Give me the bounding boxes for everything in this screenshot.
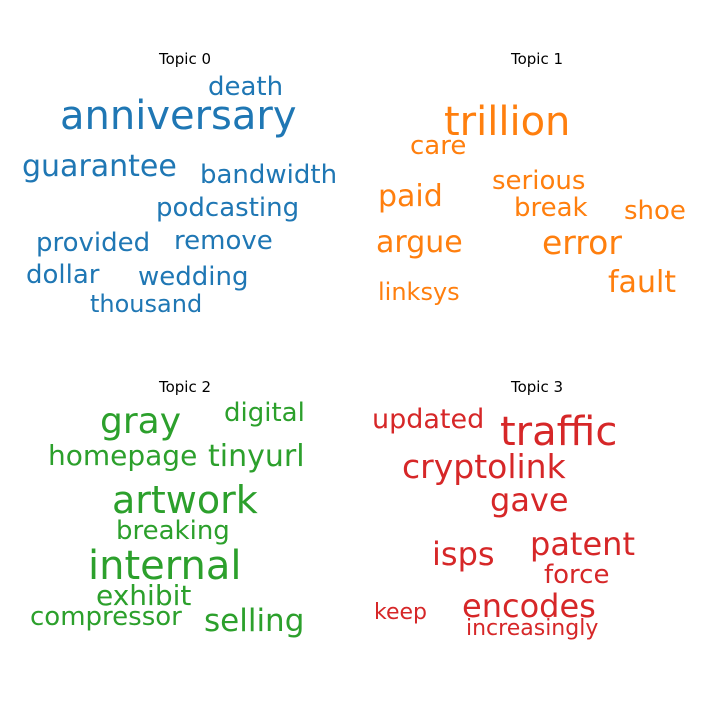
topic-1-word: argue <box>376 225 463 260</box>
topic-1-word: error <box>542 223 622 262</box>
topic-2-title: Topic 2 <box>158 378 212 396</box>
topic-0-word: podcasting <box>156 193 300 223</box>
topic-0-word: wedding <box>138 262 249 292</box>
topic-0-title: Topic 0 <box>158 50 212 68</box>
topic-3-word: isps <box>432 535 495 573</box>
topic-1-word: break <box>514 193 588 223</box>
topic-3-word: gave <box>490 481 569 519</box>
topic-1-word: fault <box>608 265 677 300</box>
topic-0-word: anniversary <box>60 93 297 139</box>
topic-2-word: gray <box>100 401 182 442</box>
topic-3-word: force <box>544 560 610 590</box>
topic-1-panel: Topic 1 trillion care serious paid break… <box>372 50 702 352</box>
topic-0-word: dollar <box>26 260 100 290</box>
topic-3-word: patent <box>530 525 635 563</box>
topic-1-word: shoe <box>624 196 686 226</box>
topic-3-panel: Topic 3 updated traffic cryptolink gave … <box>372 378 702 680</box>
topic-3-word: keep <box>374 600 427 625</box>
topic-1-word: serious <box>492 166 586 196</box>
topic-3-word: cryptolink <box>402 447 566 486</box>
topic-1-word: trillion <box>444 99 571 145</box>
topic-3-word: updated <box>372 404 485 435</box>
topic-3-word: traffic <box>500 409 618 455</box>
topic-2-word: breaking <box>116 516 230 546</box>
topic-2-word: compressor <box>30 602 182 632</box>
topic-0-word: bandwidth <box>200 160 338 190</box>
topic-1-word: paid <box>378 179 443 214</box>
topic-1-word: linksys <box>378 278 460 306</box>
topic-2-word: tinyurl <box>208 439 305 474</box>
topic-0-word: guarantee <box>22 149 177 184</box>
topic-2-word: homepage <box>48 439 198 472</box>
topic-2-panel: Topic 2 gray digital homepage tinyurl ar… <box>20 378 350 680</box>
topic-0-panel: Topic 0 anniversary death guarantee band… <box>20 50 350 352</box>
topic-2-word: selling <box>204 603 305 639</box>
topic-1-word: care <box>410 131 467 161</box>
topic-3-title: Topic 3 <box>510 378 564 396</box>
topic-2-word: digital <box>224 398 305 428</box>
topic-3-word: encodes <box>462 587 596 625</box>
topic-2-word: exhibit <box>96 579 192 612</box>
topic-0-word: death <box>208 72 284 102</box>
topic-3-word: increasingly <box>466 616 599 641</box>
topic-2-word: internal <box>88 543 242 589</box>
topic-2-word: artwork <box>112 478 258 522</box>
topic-0-word: remove <box>174 226 273 256</box>
topic-0-word: provided <box>36 228 151 258</box>
topic-1-title: Topic 1 <box>510 50 564 68</box>
topic-0-word: thousand <box>90 290 203 318</box>
